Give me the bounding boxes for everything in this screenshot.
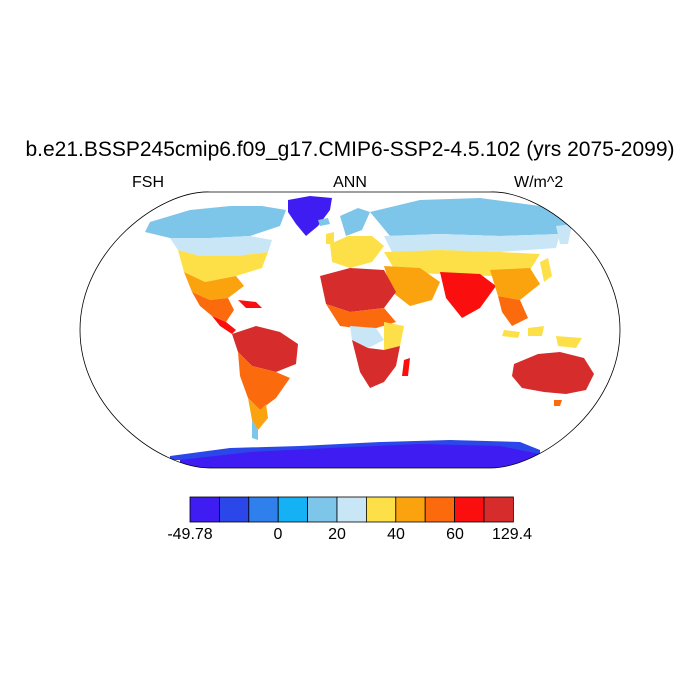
colorbar-swatch <box>277 496 309 523</box>
colorbar-swatch <box>424 496 456 523</box>
scandinavia <box>340 208 370 236</box>
colorbar-swatch <box>248 496 279 523</box>
units-label: W/m^2 <box>514 174 564 191</box>
colorbar-tick-label: 40 <box>387 526 405 543</box>
australia <box>512 352 594 394</box>
colorbar-swatch <box>218 496 250 523</box>
east-asia <box>490 268 540 300</box>
season-label: ANN <box>333 174 367 191</box>
central-america <box>212 316 236 334</box>
north-africa <box>320 268 396 312</box>
south-asia <box>440 272 496 318</box>
antarctica <box>180 444 540 469</box>
colorbar-tick-label: 0 <box>273 526 283 543</box>
indonesia-1 <box>502 330 520 338</box>
land-surface <box>145 196 612 469</box>
colorbar-swatch <box>189 496 220 523</box>
central-africa <box>350 326 384 348</box>
southeast-asia <box>498 296 528 326</box>
kamchatka <box>556 224 572 244</box>
north-america-polar <box>145 206 286 238</box>
south-america-north <box>232 326 298 372</box>
north-america-temperate <box>178 250 268 282</box>
cuba <box>238 300 262 308</box>
europe <box>330 236 384 268</box>
south-america-central <box>238 352 290 410</box>
plot-title: b.e21.BSSP245cmip6.f09_g17.CMIP6-SSP2-4.… <box>25 138 675 161</box>
middle-east <box>384 266 440 306</box>
north-america-south <box>184 272 244 300</box>
patagonia <box>252 420 258 440</box>
map-boundary <box>79 191 621 469</box>
colorbar-swatch <box>454 496 485 523</box>
east-africa <box>384 322 404 350</box>
colorbar-tick-label: -49.78 <box>167 526 213 543</box>
colorbar-swatch <box>336 496 367 523</box>
colorbar-tick-label: 20 <box>328 526 346 543</box>
south-america-south <box>248 398 268 430</box>
tasmania <box>554 400 562 406</box>
japan <box>540 258 552 282</box>
uk <box>326 232 334 244</box>
greenland <box>288 196 332 236</box>
southern-africa <box>352 340 400 388</box>
sahel <box>326 304 396 330</box>
siberia-south <box>384 234 560 252</box>
indonesia-2 <box>528 326 544 336</box>
madagascar <box>402 358 410 376</box>
mexico <box>192 292 234 322</box>
colorbar-swatch <box>483 496 514 523</box>
new-guinea <box>556 336 582 348</box>
colorbar-tick-label: 60 <box>446 526 464 543</box>
colorbar-swatch <box>395 496 426 523</box>
north-america-boreal <box>170 236 272 256</box>
variable-label: FSH <box>132 174 164 191</box>
iceland <box>318 218 330 226</box>
colorbar-swatch <box>307 496 338 523</box>
colorbar-tick-label: 129.4 <box>491 526 533 543</box>
colorbar-swatch <box>365 496 397 523</box>
siberia-north <box>370 198 575 236</box>
